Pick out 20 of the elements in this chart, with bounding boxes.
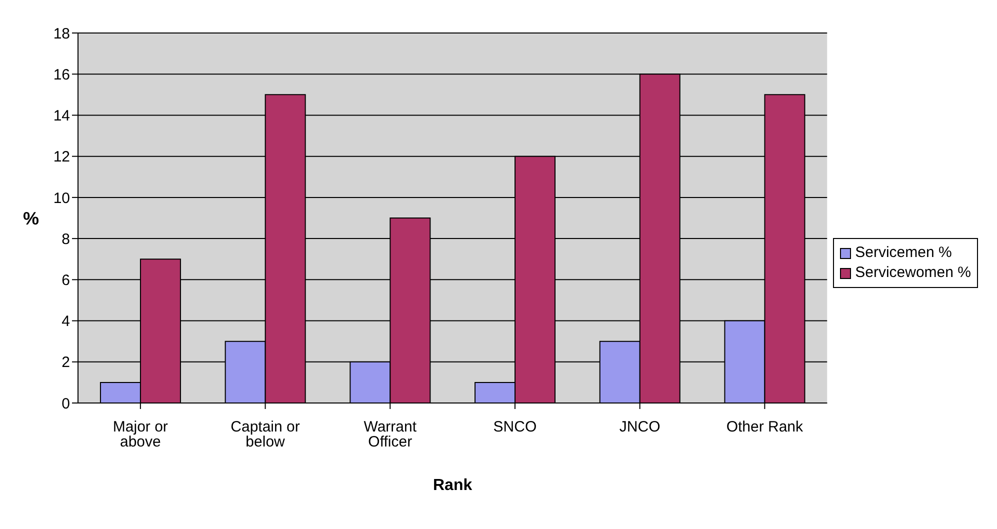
x-tick-label: Captain or below <box>230 418 300 451</box>
y-tick-label: 18 <box>53 25 70 42</box>
y-axis-title: % <box>23 208 40 228</box>
legend-label: Servicemen % <box>855 243 952 263</box>
x-tick-label: Warrant Officer <box>364 418 418 451</box>
y-tick-label: 12 <box>53 148 70 166</box>
y-tick-label: 10 <box>53 190 70 207</box>
y-tick-label: 8 <box>62 230 70 248</box>
y-tick-label: 6 <box>62 272 70 289</box>
x-tick-label: SNCO <box>493 418 537 436</box>
x-axis-title: Rank <box>432 477 472 494</box>
y-tick-label: 0 <box>62 395 70 412</box>
x-tick-label: Other Rank <box>726 418 804 436</box>
x-tick-label: JNCO <box>619 418 660 436</box>
y-tick-label: 2 <box>62 354 70 372</box>
legend-label: Servicewomen % <box>855 263 971 283</box>
y-tick-label: 16 <box>53 66 70 84</box>
x-tick-label: Major or above <box>112 418 168 451</box>
y-tick-label: 14 <box>53 108 70 125</box>
y-tick-label: 4 <box>62 313 70 330</box>
